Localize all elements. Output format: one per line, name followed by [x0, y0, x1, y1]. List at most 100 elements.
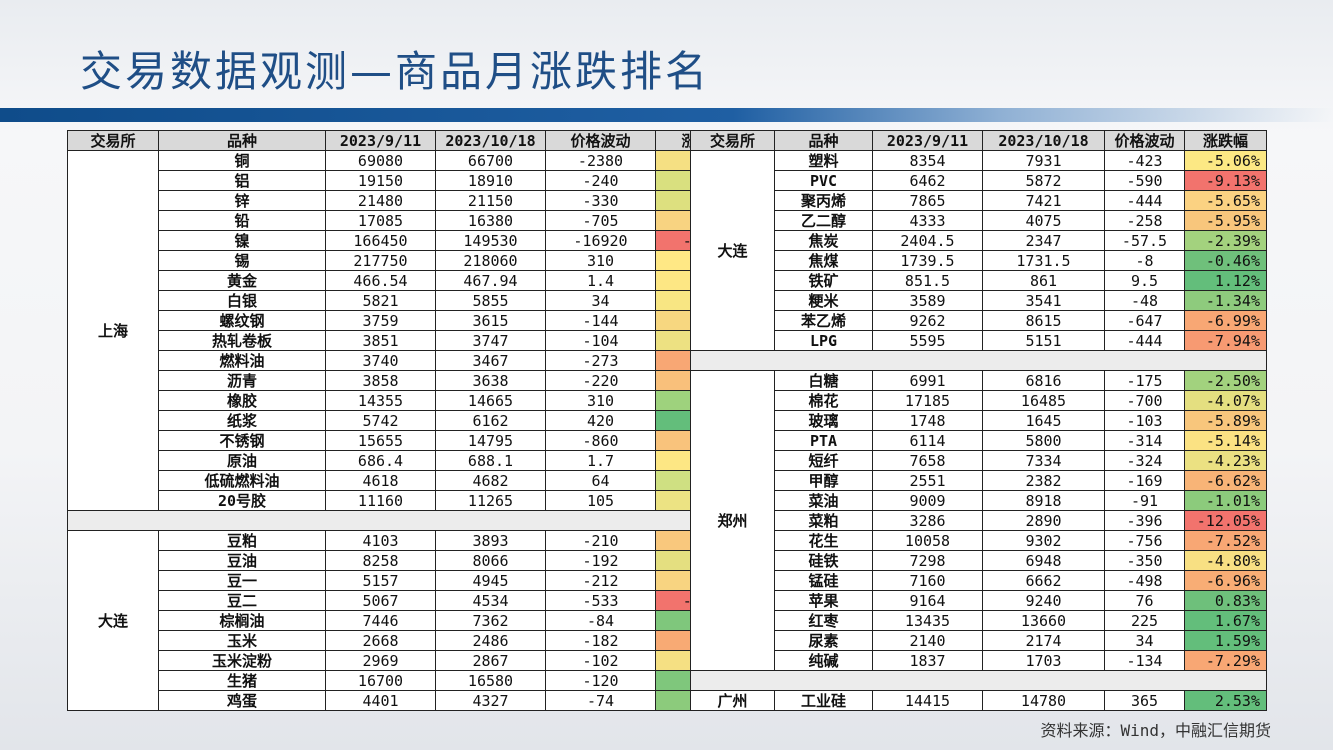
table-row: 菜粕 3286 2890 -396 -12.05%: [691, 510, 1267, 531]
pct-change-cell: -5.14%: [1184, 430, 1267, 451]
table-row: LPG 5595 5151 -444 -7.94%: [691, 330, 1267, 351]
price-change-cell: -57.5: [1104, 230, 1185, 251]
table-row: 短纤 7658 7334 -324 -4.23%: [691, 450, 1267, 471]
commodity-cell: 燃料油: [158, 350, 326, 371]
commodity-cell: 焦煤: [774, 250, 873, 271]
date2-price-cell: 2382: [982, 470, 1105, 491]
commodity-cell: 铅: [158, 210, 326, 231]
date1-price-cell: 4618: [325, 470, 436, 491]
commodity-cell: 豆粕: [158, 530, 326, 551]
date1-price-cell: 21480: [325, 190, 436, 211]
date2-price-cell: 4945: [435, 570, 546, 591]
date1-price-cell: 3851: [325, 330, 436, 351]
price-change-cell: -700: [1104, 390, 1185, 411]
pct-change-cell: -0.46%: [1184, 250, 1267, 271]
date1-price-cell: 3589: [872, 290, 983, 311]
commodity-cell: 螺纹钢: [158, 310, 326, 331]
price-change-cell: -48: [1104, 290, 1185, 311]
price-change-cell: -103: [1104, 410, 1185, 431]
price-change-cell: -210: [545, 530, 656, 551]
date1-price-cell: 686.4: [325, 450, 436, 471]
date2-price-cell: 6662: [982, 570, 1105, 591]
date2-price-cell: 8615: [982, 310, 1105, 331]
date2-price-cell: 8918: [982, 490, 1105, 511]
table-row: 乙二醇 4333 4075 -258 -5.95%: [691, 210, 1267, 231]
date2-price-cell: 688.1: [435, 450, 546, 471]
date1-price-cell: 5595: [872, 330, 983, 351]
table-row: 焦炭 2404.5 2347 -57.5 -2.39%: [691, 230, 1267, 251]
table-row: 20号胶11160112651050.94%: [68, 490, 753, 511]
date2-price-cell: 5151: [982, 330, 1105, 351]
price-change-cell: -212: [545, 570, 656, 591]
table-row: 大连 塑料 8354 7931 -423 -5.06%: [690, 150, 1267, 351]
table-row: 花生 10058 9302 -756 -7.52%: [691, 530, 1267, 551]
table-row: 聚丙烯 7865 7421 -444 -5.65%: [691, 190, 1267, 211]
date1-price-cell: 9164: [872, 590, 983, 611]
price-change-cell: -314: [1104, 430, 1185, 451]
exchange-cell: 郑州: [690, 370, 775, 671]
price-change-cell: 1.7: [545, 450, 656, 471]
commodity-cell: 玉米: [158, 630, 326, 651]
pct-change-cell: -2.39%: [1184, 230, 1267, 251]
date1-price-cell: 4333: [872, 210, 983, 231]
column-header: 涨跌幅: [1184, 130, 1267, 151]
date1-price-cell: 3759: [325, 310, 436, 331]
date2-price-cell: 6816: [982, 370, 1105, 391]
date1-price-cell: 8354: [872, 150, 983, 171]
price-change-cell: -324: [1104, 450, 1185, 471]
price-change-cell: 34: [545, 290, 656, 311]
commodity-cell: 粳米: [774, 290, 873, 311]
date1-price-cell: 11160: [325, 490, 436, 511]
price-change-cell: -104: [545, 330, 656, 351]
table-row: PVC 6462 5872 -590 -9.13%: [691, 170, 1267, 191]
date2-price-cell: 14780: [982, 690, 1105, 711]
date2-price-cell: 218060: [435, 250, 546, 271]
price-change-cell: -74: [545, 690, 656, 711]
commodity-cell: 菜粕: [774, 510, 873, 531]
commodity-cell: PTA: [774, 430, 873, 451]
price-change-cell: 365: [1104, 690, 1185, 711]
price-change-cell: -647: [1104, 310, 1185, 331]
pct-change-cell: -4.07%: [1184, 390, 1267, 411]
price-change-cell: -258: [1104, 210, 1185, 231]
date2-price-cell: 1731.5: [982, 250, 1105, 271]
date1-price-cell: 1748: [872, 410, 983, 431]
commodity-cell: 焦炭: [774, 230, 873, 251]
date1-price-cell: 13435: [872, 610, 983, 631]
column-header: 交易所: [690, 130, 775, 151]
date2-price-cell: 1645: [982, 410, 1105, 431]
date2-price-cell: 5800: [982, 430, 1105, 451]
date2-price-cell: 149530: [435, 230, 546, 251]
table-row: 玻璃 1748 1645 -103 -5.89%: [691, 410, 1267, 431]
date2-price-cell: 4682: [435, 470, 546, 491]
date1-price-cell: 4103: [325, 530, 436, 551]
price-change-cell: -396: [1104, 510, 1185, 531]
exchange-cell: 大连: [690, 150, 775, 351]
price-change-cell: -102: [545, 650, 656, 671]
date1-price-cell: 6462: [872, 170, 983, 191]
pct-change-cell: -9.13%: [1184, 170, 1267, 191]
group-separator: [690, 670, 1267, 691]
date2-price-cell: 4327: [435, 690, 546, 711]
pct-change-cell: -2.50%: [1184, 370, 1267, 391]
date1-price-cell: 5067: [325, 590, 436, 611]
price-change-cell: 34: [1104, 630, 1185, 651]
date2-price-cell: 467.94: [435, 270, 546, 291]
commodity-cell: LPG: [774, 330, 873, 351]
column-header: 品种: [774, 130, 873, 151]
exchange-cell: 大连: [67, 530, 159, 711]
commodity-cell: 铝: [158, 170, 326, 191]
commodity-cell: 乙二醇: [774, 210, 873, 231]
table-row: 苯乙烯 9262 8615 -647 -6.99%: [691, 310, 1267, 331]
price-change-cell: -120: [545, 670, 656, 691]
date2-price-cell: 7362: [435, 610, 546, 631]
commodity-cell: 20号胶: [158, 490, 326, 511]
date2-price-cell: 4075: [982, 210, 1105, 231]
